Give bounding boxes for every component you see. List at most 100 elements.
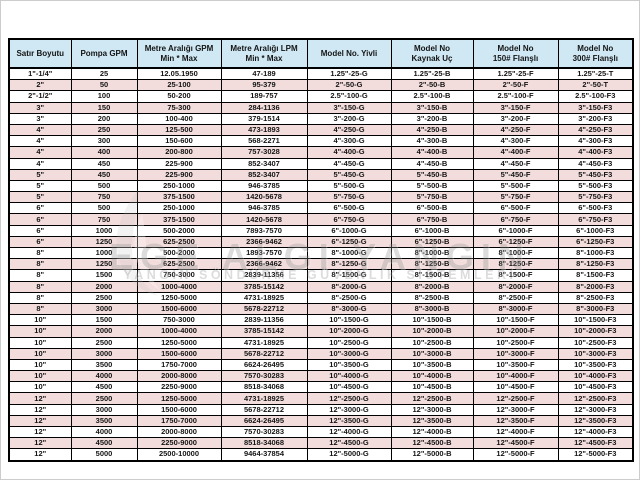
cell: 8"-1500-F3	[557, 269, 634, 282]
cell: 3785-15142	[220, 325, 308, 338]
cell: 2000	[70, 325, 138, 338]
cell: 2839-11356	[220, 269, 308, 282]
cell: 12"-2500-F	[472, 392, 559, 405]
table-row: 12" 2500 1250-5000 4731-18925 12"-2500-G 12"-…	[8, 392, 634, 405]
cell: 2"-50-B	[390, 79, 474, 92]
table-row: 8" 2500 1250-5000 4731-18925 8"-2500-G 8"-250…	[8, 291, 634, 304]
cell: 10"	[8, 314, 72, 327]
cell: 10"-1500-F	[472, 314, 559, 327]
cell: 4731-18925	[220, 336, 308, 349]
cell: 2.5"-100-G	[306, 90, 392, 103]
cell: 250-1000	[136, 202, 222, 215]
col-header-pompa-gpm: Pompa GPM	[70, 38, 138, 69]
table-row: 10" 2000 1000-4000 3785-15142 10"-2000-G 10"-…	[8, 325, 634, 338]
cell: 4"-450-F3	[557, 157, 634, 170]
cell: 400	[70, 146, 138, 159]
cell: 5"-750-F3	[557, 191, 634, 204]
cell: 3"	[8, 112, 72, 125]
cell: 4"-250-G	[306, 123, 392, 137]
cell: 5"-450-F	[472, 168, 559, 181]
table-row: 4" 400 200-800 757-3028 4"-400-G 4"-400-B 4"-4…	[8, 146, 634, 159]
cell: 6624-26495	[220, 414, 308, 428]
cell: 500-2000	[136, 246, 222, 260]
cell: 8"-1500-G	[306, 269, 392, 282]
cell: 3"-150-F	[472, 101, 559, 114]
cell: 4"	[8, 146, 72, 159]
cell: 1"-1/4"	[8, 67, 72, 81]
cell: 3500	[70, 414, 138, 428]
cell: 4"	[8, 123, 72, 137]
cell: 8"-1000-F3	[557, 246, 634, 260]
cell: 12"-4500-B	[390, 437, 474, 450]
cell: 4"-300-B	[390, 135, 474, 148]
cell: 8"-2000-G	[306, 280, 392, 293]
cell: 1500-6000	[136, 403, 222, 416]
cell: 3"-150-B	[390, 101, 474, 114]
cell: 2250-9000	[136, 437, 222, 450]
cell: 12"-5000-B	[390, 448, 474, 462]
cell: 6"-1000-F	[472, 224, 559, 237]
cell: 1250-5000	[136, 291, 222, 304]
cell: 8"-2000-F	[472, 280, 559, 293]
cell: 5678-22712	[220, 403, 308, 416]
cell: 6"-1250-G	[306, 235, 392, 249]
cell: 1000	[70, 224, 138, 237]
cell: 12"	[8, 403, 72, 416]
cell: 6"-1000-B	[390, 224, 474, 237]
table-row: 8" 1500 750-3000 2839-11356 8"-1500-G 8"-1500…	[8, 269, 634, 282]
cell: 12"	[8, 425, 72, 439]
cell: 200-800	[136, 146, 222, 159]
cell: 5"-450-G	[306, 168, 392, 181]
cell: 300	[70, 135, 138, 148]
cell: 1.25"-25-F	[472, 67, 559, 81]
cell: 8"-3000-F3	[557, 302, 634, 316]
cell: 12"-4000-G	[306, 425, 392, 439]
cell: 5"	[8, 179, 72, 193]
cell: 12"	[8, 414, 72, 428]
cell: 450	[70, 157, 138, 170]
cell: 6"-750-F3	[557, 213, 634, 226]
cell: 10"-2500-F	[472, 336, 559, 349]
cell: 12"-4500-F3	[557, 437, 634, 450]
cell: 5"	[8, 191, 72, 204]
cell: 8"-2000-B	[390, 280, 474, 293]
cell: 12"-3500-F	[472, 414, 559, 428]
cell: 6"-1000-F3	[557, 224, 634, 237]
cell: 6"	[8, 235, 72, 249]
table-row: 2" 50 25-100 95-379 2"-50-G 2"-50-B 2"-50-F 2"-…	[8, 79, 634, 92]
cell: 4"-300-G	[306, 135, 392, 148]
cell: 3"-200-F3	[557, 112, 634, 125]
cell: 2.5"-100-F	[472, 90, 559, 103]
cell: 2500	[70, 336, 138, 349]
cell: 10"-3500-F	[472, 358, 559, 372]
cell: 8"-1250-B	[390, 258, 474, 271]
pump-model-spec-table: Satır Boyutu Pompa GPM Metre Aralığı GPM…	[8, 38, 634, 462]
cell: 12.05.1950	[136, 67, 222, 81]
cell: 3"-150-F3	[557, 101, 634, 114]
cell: 1000	[70, 246, 138, 260]
cell: 379-1514	[220, 112, 308, 125]
cell: 5"-500-B	[390, 179, 474, 193]
cell: 10"-3000-F3	[557, 347, 634, 360]
cell: 4000	[70, 425, 138, 439]
cell: 10"-1500-B	[390, 314, 474, 327]
cell: 7893-7570	[220, 224, 308, 237]
cell: 75-300	[136, 101, 222, 114]
cell: 375-1500	[136, 191, 222, 204]
cell: 2"-50-F	[472, 79, 559, 92]
cell: 12"	[8, 437, 72, 450]
cell: 225-900	[136, 157, 222, 170]
cell: 3000	[70, 403, 138, 416]
cell: 5"-450-B	[390, 168, 474, 181]
cell: 200	[70, 112, 138, 125]
cell: 946-3785	[220, 179, 308, 193]
cell: 6"	[8, 213, 72, 226]
cell: 473-1893	[220, 123, 308, 137]
cell: 9464-37854	[220, 448, 308, 462]
cell: 568-2271	[220, 135, 308, 148]
cell: 5000	[70, 448, 138, 462]
col-header-metre-araligi-gpm: Metre Aralığı GPM Min * Max	[136, 38, 222, 69]
cell: 2000-8000	[136, 370, 222, 383]
cell: 8"	[8, 280, 72, 293]
cell: 8"-2500-F	[472, 291, 559, 304]
